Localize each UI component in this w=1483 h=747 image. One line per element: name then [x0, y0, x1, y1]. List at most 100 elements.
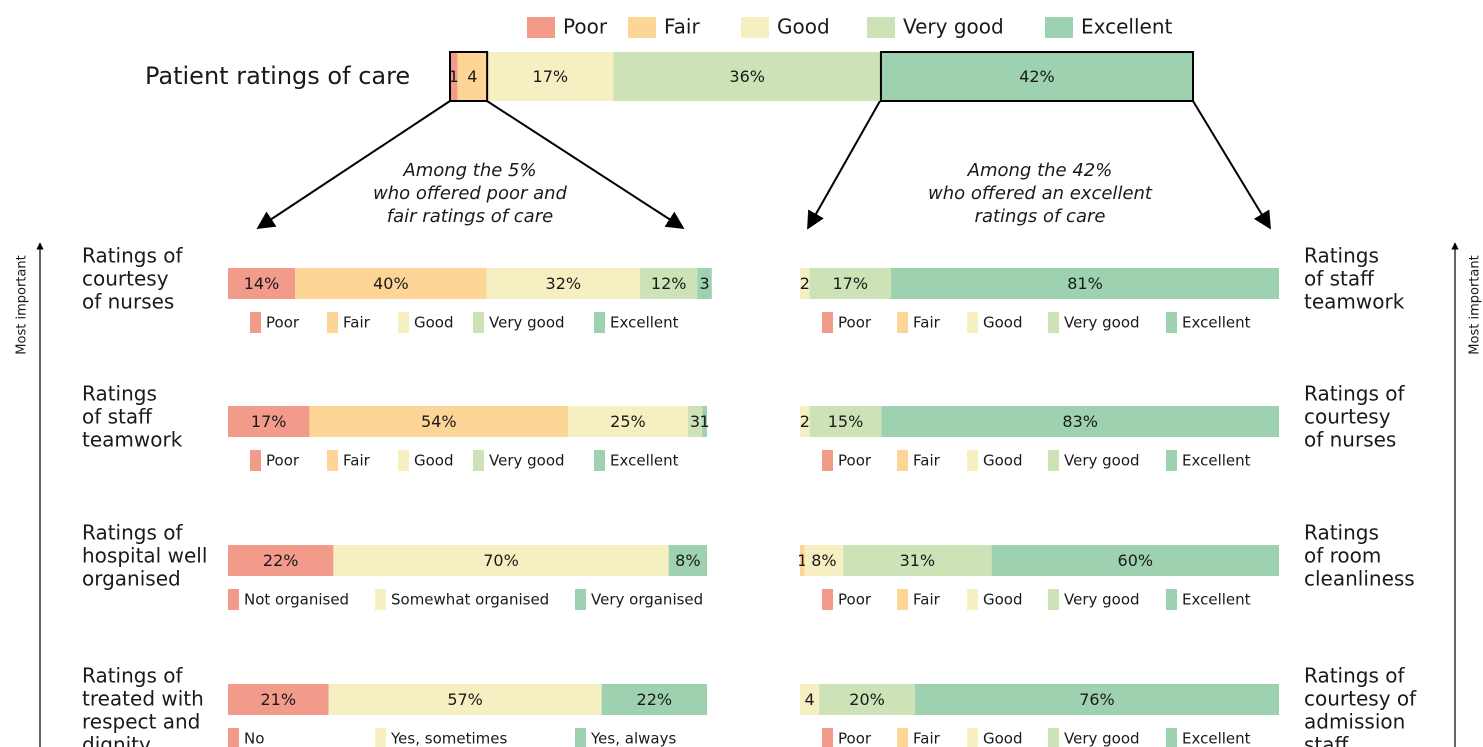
row-label: Ratings of [82, 664, 183, 688]
legend-swatch [867, 17, 895, 38]
bar-segment [450, 52, 458, 101]
segment-label: 42% [1019, 67, 1055, 86]
legend-swatch [1166, 589, 1177, 610]
row-label: Ratings of [82, 244, 183, 268]
legend-label: Very good [1064, 314, 1140, 332]
row-label: Ratings [1304, 521, 1379, 545]
legend-label: Somewhat organised [391, 591, 549, 609]
bar-segment [809, 268, 892, 299]
legend-label: Fair [913, 452, 941, 470]
segment-label: 8% [811, 551, 836, 570]
segment-label: 1 [449, 67, 459, 86]
bar-segment [613, 52, 881, 101]
bar-segment [914, 684, 1279, 715]
row-label: Ratings [82, 382, 157, 406]
legend-swatch [250, 312, 261, 333]
legend-swatch [1166, 728, 1177, 747]
legend-swatch [822, 728, 833, 747]
row-label: of room [1304, 544, 1381, 568]
bar-segment [568, 406, 688, 437]
segment-label: 32% [546, 274, 582, 293]
segment-label: 3 [690, 412, 700, 431]
bar-segment [843, 545, 992, 576]
row-label: of nurses [1304, 428, 1396, 452]
legend-label: Yes, sometimes [390, 730, 507, 747]
legend-swatch [628, 17, 656, 38]
legend-label: Not organised [244, 591, 349, 609]
row-label: cleanliness [1304, 567, 1415, 591]
legend-swatch [375, 728, 386, 747]
bar-segment [800, 406, 810, 437]
legend-swatch [897, 450, 908, 471]
legend-label: Poor [838, 730, 872, 747]
legend-swatch [473, 450, 484, 471]
legend-swatch [1048, 728, 1059, 747]
bar-segment [228, 545, 334, 576]
row-label: teamwork [82, 428, 183, 452]
segment-label: 22% [263, 551, 299, 570]
legend-swatch [398, 450, 409, 471]
legend-label: Good [983, 452, 1023, 470]
annotation: Among the 5% [402, 160, 536, 181]
segment-label: 36% [729, 67, 765, 86]
bar-segment [487, 52, 614, 101]
legend-swatch [375, 589, 386, 610]
row-label: Ratings of [1304, 382, 1405, 406]
segment-label: 83% [1062, 412, 1098, 431]
legend-swatch [1045, 17, 1073, 38]
legend-label: Fair [343, 452, 371, 470]
legend-swatch [967, 450, 978, 471]
legend-label: Good [414, 314, 454, 332]
legend-label: Very good [489, 314, 565, 332]
bar-segment [881, 406, 1279, 437]
bar-segment [702, 406, 707, 437]
row-label: teamwork [1304, 290, 1405, 314]
legend-swatch [897, 589, 908, 610]
legend-swatch [575, 589, 586, 610]
segment-label: 22% [637, 690, 673, 709]
legend-swatch [1166, 450, 1177, 471]
segment-label: 3 [700, 274, 710, 293]
segment-label: 81% [1067, 274, 1103, 293]
legend-swatch [967, 312, 978, 333]
legend-swatch [228, 728, 239, 747]
legend-swatch [741, 17, 769, 38]
segment-label: 20% [849, 690, 885, 709]
segment-label: 40% [373, 274, 409, 293]
legend-swatch [1048, 450, 1059, 471]
legend-label: Poor [838, 452, 872, 470]
bar-segment [457, 52, 488, 101]
arrow [807, 100, 881, 230]
legend-swatch [575, 728, 586, 747]
bar-segment [800, 545, 805, 576]
segment-label: 60% [1118, 551, 1154, 570]
highlight-box [879, 51, 1194, 102]
legend-swatch [897, 728, 908, 747]
bar-segment [687, 406, 703, 437]
segment-label: 54% [421, 412, 457, 431]
row-label: respect and [82, 710, 200, 734]
legend-label: Poor [266, 452, 300, 470]
bar-segment [891, 268, 1279, 299]
row-label: of nurses [82, 290, 174, 314]
bar-segment [601, 684, 707, 715]
legend-swatch [327, 312, 338, 333]
legend-label: Good [777, 15, 830, 39]
row-label: of staff [1304, 267, 1375, 291]
arrow [486, 100, 685, 229]
segment-label: 17% [833, 274, 869, 293]
legend-label: Excellent [610, 452, 679, 470]
bar-segment [228, 406, 310, 437]
legend-label: Fair [913, 730, 941, 747]
row-label: hospital well [82, 544, 207, 568]
row-label: Ratings of [82, 521, 183, 545]
segment-label: 12% [651, 274, 687, 293]
legend-swatch [250, 450, 261, 471]
legend-swatch [1048, 589, 1059, 610]
segment-label: 57% [447, 690, 483, 709]
legend-swatch [327, 450, 338, 471]
legend-label: Fair [664, 15, 700, 39]
legend-label: Excellent [1182, 591, 1251, 609]
segment-label: 70% [483, 551, 519, 570]
